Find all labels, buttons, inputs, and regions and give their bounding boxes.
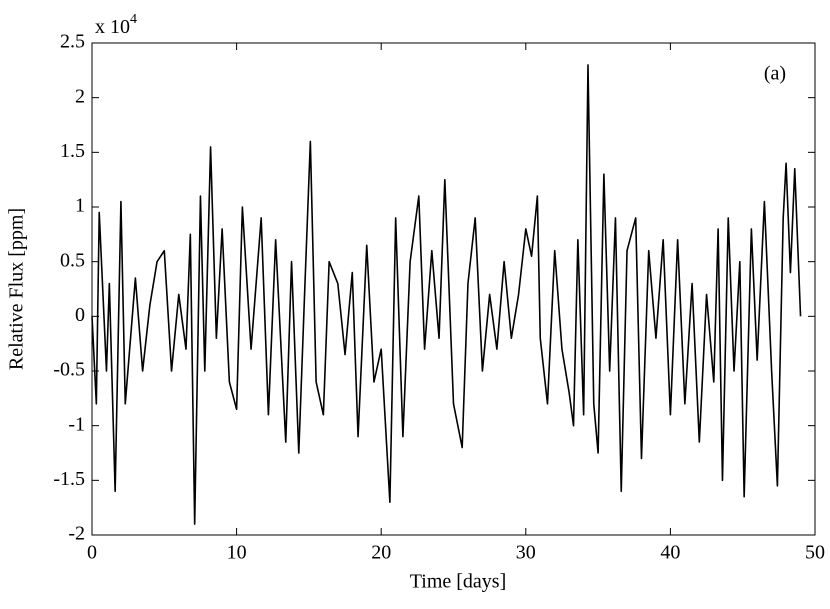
x-tick-label: 40 (660, 542, 680, 564)
y-tick-label: -1 (68, 413, 85, 435)
x-tick-label: 30 (516, 542, 536, 564)
y-tick-label: -1.5 (53, 468, 85, 490)
y-tick-label: -2 (68, 523, 85, 545)
y-tick-label: -0.5 (53, 359, 85, 381)
y-multiplier: x 104 (95, 12, 137, 37)
multiplier-exponent: 4 (130, 12, 137, 27)
y-tick-label: 1.5 (60, 140, 85, 162)
plot-frame (91, 42, 816, 536)
y-tick-label: 0 (75, 304, 85, 326)
y-axis-label: Relative Flux [ppm] (6, 208, 28, 370)
x-axis-label: Time [days] (410, 571, 506, 593)
annotation: (a) (764, 63, 786, 85)
x-tick-label: 0 (87, 542, 97, 564)
x-tick-label: 10 (227, 542, 247, 564)
multiplier-base: x 10 (95, 16, 130, 38)
y-tick-label: 1 (75, 195, 85, 217)
x-tick-label: 50 (805, 542, 825, 564)
y-tick-label: 0.5 (60, 249, 85, 271)
x-tick-label: 20 (371, 542, 391, 564)
data-line (91, 64, 802, 525)
y-tick-label: 2 (75, 85, 85, 107)
y-tick-label: 2.5 (60, 31, 85, 53)
